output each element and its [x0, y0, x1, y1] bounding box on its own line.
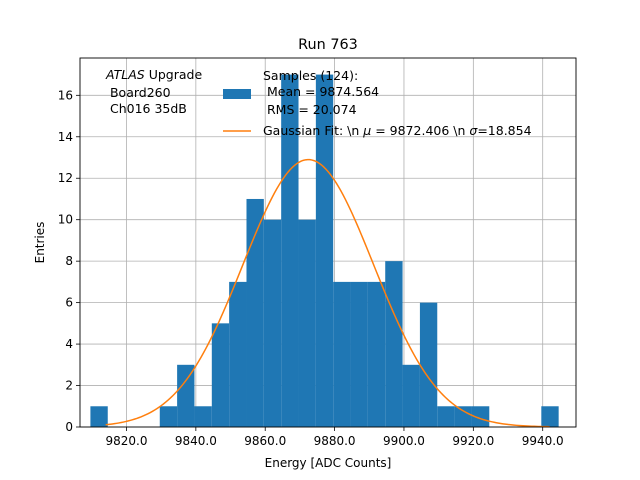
y-tick-label-6: 12 — [58, 171, 73, 185]
legend-fit-label: Gaussian Fit: \n μ = 9872.406 \n σ=18.85… — [263, 123, 532, 138]
x-tick-label-3: 9880.0 — [314, 434, 356, 448]
histogram-bar-10 — [263, 219, 282, 427]
y-axis-ticks: 0 2 4 6 8 10 12 14 16 — [58, 88, 80, 434]
legend-samples-line1: Samples (124): — [263, 68, 358, 83]
histogram-bar-16 — [367, 281, 386, 427]
legend: Samples (124): Mean = 9874.564 RMS = 20.… — [223, 68, 532, 138]
histogram-bar-7 — [211, 323, 230, 427]
plot-frame — [79, 57, 577, 428]
y-tick-label-8: 16 — [58, 88, 73, 102]
gaussian-fit-curve — [105, 158, 550, 428]
histogram-bar-8 — [229, 281, 247, 427]
chart-title: Run 763 — [298, 37, 358, 53]
x-axis-ticks: 9820.0 9840.0 9860.0 9880.0 9900.0 9920.0 9940… — [105, 427, 564, 448]
histogram-bar-9 — [246, 198, 264, 427]
board-label: Board260 — [106, 85, 171, 100]
histogram-bar-22 — [471, 406, 490, 427]
atlas-annotation: ATLAS Upgrade Board260 Ch016 35dB — [105, 67, 202, 116]
legend-samples-mean: Mean = 9874.564 — [263, 84, 379, 99]
histogram-bar-26 — [541, 406, 559, 427]
x-axis-label: Energy [ADC Counts] — [265, 456, 392, 470]
histogram-bar-19 — [419, 302, 438, 427]
x-tick-label-6: 9940.0 — [522, 434, 564, 448]
svg-text:ATLAS Upgrade: ATLAS Upgrade — [105, 67, 202, 82]
x-tick-label-5: 9920.0 — [452, 434, 494, 448]
histogram-bar-11 — [281, 74, 299, 428]
atlas-label: ATLAS — [105, 67, 145, 82]
y-tick-label-0: 0 — [65, 420, 73, 434]
sigma-symbol: σ — [469, 123, 478, 138]
mu-symbol: μ — [362, 123, 371, 138]
x-tick-label-0: 9820.0 — [105, 434, 147, 448]
y-tick-label-1: 2 — [65, 379, 73, 393]
channel-label: Ch016 35dB — [106, 101, 187, 116]
histogram-bar-15 — [350, 281, 368, 427]
x-tick-label-1: 9840.0 — [175, 434, 217, 448]
upgrade-label: Upgrade — [145, 67, 203, 82]
legend-samples-rms: RMS = 20.074 — [263, 102, 357, 117]
y-tick-label-7: 14 — [58, 130, 73, 144]
histogram-bar-21 — [454, 406, 472, 427]
y-tick-label-3: 6 — [65, 296, 73, 310]
x-tick-label-2: 9860.0 — [244, 434, 286, 448]
y-tick-label-5: 10 — [58, 213, 73, 227]
gaussian-fit — [105, 158, 550, 428]
histogram-bar-17 — [385, 261, 403, 427]
histogram-bars — [90, 74, 559, 428]
histogram-bar-0 — [90, 406, 108, 427]
histogram-bar-6 — [194, 406, 212, 427]
histogram-bar-13 — [315, 74, 334, 428]
y-tick-label-2: 4 — [65, 337, 73, 351]
y-tick-label-4: 8 — [65, 254, 73, 268]
y-axis-label: Entries — [33, 222, 47, 264]
histogram-bar-5 — [177, 364, 195, 427]
histogram-bar-20 — [437, 406, 455, 427]
histogram-bar-14 — [333, 281, 351, 427]
histogram-bar-18 — [402, 364, 420, 427]
x-tick-label-4: 9900.0 — [383, 434, 425, 448]
legend-patch-samples — [223, 89, 251, 99]
histogram-bar-12 — [298, 219, 316, 427]
histogram-bar-4 — [159, 406, 178, 427]
